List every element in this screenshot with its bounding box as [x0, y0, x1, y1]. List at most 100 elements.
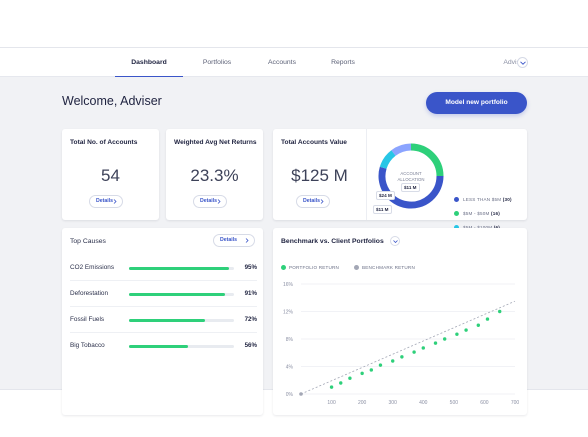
cause-percent: 95%	[244, 264, 257, 271]
portfolio-point	[485, 317, 490, 321]
benchmark-line	[300, 300, 516, 395]
cause-bar-fill	[129, 319, 205, 322]
details-label: Details	[96, 198, 114, 204]
cause-row: Fossil Fuels 72%	[70, 307, 257, 333]
page-title: Welcome, Adviser	[62, 94, 162, 108]
benchmark-card: Benchmark vs. Client Portfolios PORTFOLI…	[273, 228, 527, 415]
chevron-right-icon	[245, 238, 249, 243]
cause-bar-fill	[129, 293, 225, 296]
y-tick-label: 0%	[286, 392, 294, 398]
kpi-card-total-value: Total Accounts Value $125 M Details ACCO…	[273, 129, 527, 258]
kpi-value: $125 M	[291, 166, 348, 185]
portfolio-point	[339, 381, 343, 385]
kpi-title: Total Accounts Value	[281, 139, 347, 146]
x-tick-label: 500	[450, 400, 459, 406]
tab-dashboard[interactable]: Dashboard	[115, 48, 183, 77]
details-label: Details	[303, 198, 321, 204]
portfolio-point	[378, 363, 383, 367]
donut-center-line2: ALLOCATION	[398, 177, 425, 182]
details-button[interactable]: Details	[193, 195, 227, 208]
cause-name: Deforestation	[70, 290, 109, 297]
benchmark-legend-dot	[354, 265, 359, 270]
details-button[interactable]: Details	[296, 195, 330, 208]
model-new-portfolio-button[interactable]: Model new portfolio	[426, 92, 527, 114]
portfolio-point	[412, 350, 416, 354]
cause-bar-fill	[129, 267, 229, 270]
benchmark-legend-label: BENCHMARK RETURN	[362, 265, 415, 270]
cause-bar	[129, 267, 234, 270]
donut-segment-blue	[378, 166, 444, 209]
legend-dot-green	[454, 211, 459, 216]
details-label: Details	[200, 198, 218, 204]
chevron-right-icon	[113, 199, 117, 204]
x-tick-label: 100	[327, 400, 336, 406]
ring-label: $11 M	[373, 205, 392, 214]
portfolio-point	[455, 332, 459, 336]
top-causes-card: Top Causes Details CO2 Emissions 95% Def…	[62, 228, 263, 415]
app-shell: Dashboard Portfolios Accounts Reports Ad…	[0, 47, 588, 415]
x-tick-label: 600	[480, 400, 489, 406]
portfolio-point	[400, 355, 404, 359]
portfolio-point	[329, 385, 334, 389]
portfolio-legend-label: PORTFOLIO RETURN	[289, 265, 340, 270]
cause-name: Fossil Fuels	[70, 316, 105, 323]
y-tick-label: 16%	[283, 282, 294, 288]
tab-reports[interactable]: Reports	[331, 59, 355, 66]
cause-bar	[129, 345, 234, 348]
chevron-right-icon	[320, 199, 324, 204]
cause-row: Deforestation 91%	[70, 281, 257, 307]
cause-bar	[129, 319, 234, 322]
legend-item: LESS THAN $5M (30)	[463, 197, 512, 202]
benchmark-dropdown-button[interactable]	[390, 236, 400, 246]
cause-row: Big Tobacco 56%	[70, 333, 257, 359]
donut-segment-lavender	[391, 143, 412, 156]
tab-portfolios[interactable]: Portfolios	[202, 59, 232, 66]
benchmark-chart: 0% 4% 8% 12% 16% 100 200 300 400 500 600 700	[283, 282, 520, 406]
x-tick-label: 400	[419, 400, 428, 406]
cause-name: CO2 Emissions	[70, 264, 115, 271]
user-menu-button[interactable]	[517, 57, 528, 68]
legend-dot-blue	[454, 197, 459, 202]
ring-label: $24 M	[376, 191, 395, 200]
user-name[interactable]: Adviser	[503, 59, 526, 66]
legend-item: $5M - $50M (16)	[463, 211, 500, 216]
details-button[interactable]: Details	[89, 195, 123, 208]
x-tick-label: 300	[389, 400, 398, 406]
donut-segment-green	[410, 143, 444, 177]
chevron-right-icon	[217, 199, 221, 204]
donut-segment-cyan	[379, 150, 396, 170]
legend-dot-cyan	[454, 225, 459, 230]
cause-name: Big Tobacco	[70, 342, 105, 349]
portfolio-point	[421, 346, 425, 350]
cause-percent: 56%	[244, 342, 257, 349]
portfolio-point	[369, 368, 374, 372]
chevron-down-icon	[520, 61, 526, 65]
legend-item: $5M - $100M (6)	[463, 225, 500, 230]
top-navigation: Dashboard Portfolios Accounts Reports Ad…	[0, 48, 588, 77]
tab-accounts[interactable]: Accounts	[268, 59, 296, 66]
portfolio-point	[464, 328, 468, 332]
portfolio-point	[476, 323, 481, 327]
benchmark-title: Benchmark vs. Client Portfolios	[281, 238, 384, 245]
top-causes-title: Top Causes	[70, 238, 106, 245]
portfolio-point	[348, 376, 352, 380]
portfolio-point	[360, 371, 364, 376]
cause-percent: 91%	[244, 290, 257, 297]
x-tick-label: 200	[358, 400, 367, 406]
y-tick-label: 4%	[286, 364, 294, 370]
y-tick-label: 12%	[283, 309, 294, 315]
x-tick-label: 700	[511, 400, 520, 406]
cause-bar	[129, 293, 234, 296]
ring-label: $11 M	[401, 183, 420, 192]
kpi-value: 23.3%	[190, 166, 239, 185]
card-divider	[366, 129, 367, 220]
donut-center-line1: ACCOUNT	[400, 171, 422, 176]
allocation-donut: ACCOUNT ALLOCATION	[378, 143, 444, 209]
details-button[interactable]: Details	[213, 234, 255, 247]
kpi-value: 54	[101, 166, 120, 185]
cause-bar-fill	[129, 345, 188, 348]
cause-percent: 72%	[244, 316, 257, 323]
chevron-down-icon	[393, 240, 398, 243]
kpi-card-accounts: Total No. of Accounts 54 Details	[62, 129, 159, 220]
details-label: Details	[220, 237, 238, 243]
